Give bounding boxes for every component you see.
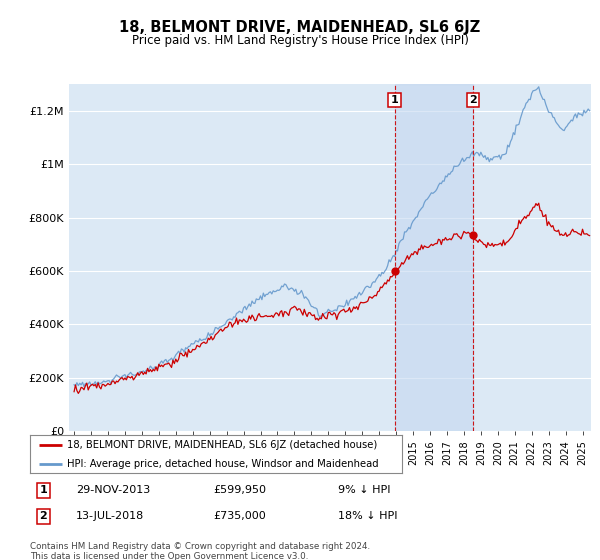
Text: Price paid vs. HM Land Registry's House Price Index (HPI): Price paid vs. HM Land Registry's House …: [131, 34, 469, 46]
Text: 2: 2: [40, 511, 47, 521]
Bar: [395, 84, 473, 431]
Text: £735,000: £735,000: [214, 511, 266, 521]
Text: 18, BELMONT DRIVE, MAIDENHEAD, SL6 6JZ (detached house): 18, BELMONT DRIVE, MAIDENHEAD, SL6 6JZ (…: [67, 440, 377, 450]
Text: 1: 1: [391, 95, 398, 105]
Text: 29-NOV-2013: 29-NOV-2013: [76, 486, 150, 496]
Text: £599,950: £599,950: [214, 486, 266, 496]
Text: This data is licensed under the Open Government Licence v3.0.: This data is licensed under the Open Gov…: [30, 552, 308, 560]
Text: 18, BELMONT DRIVE, MAIDENHEAD, SL6 6JZ: 18, BELMONT DRIVE, MAIDENHEAD, SL6 6JZ: [119, 20, 481, 35]
Text: 2: 2: [469, 95, 477, 105]
Text: Contains HM Land Registry data © Crown copyright and database right 2024.: Contains HM Land Registry data © Crown c…: [30, 542, 370, 551]
Text: 13-JUL-2018: 13-JUL-2018: [76, 511, 144, 521]
Text: HPI: Average price, detached house, Windsor and Maidenhead: HPI: Average price, detached house, Wind…: [67, 459, 379, 469]
Text: 9% ↓ HPI: 9% ↓ HPI: [338, 486, 390, 496]
Text: 1: 1: [40, 486, 47, 496]
Text: 18% ↓ HPI: 18% ↓ HPI: [338, 511, 397, 521]
